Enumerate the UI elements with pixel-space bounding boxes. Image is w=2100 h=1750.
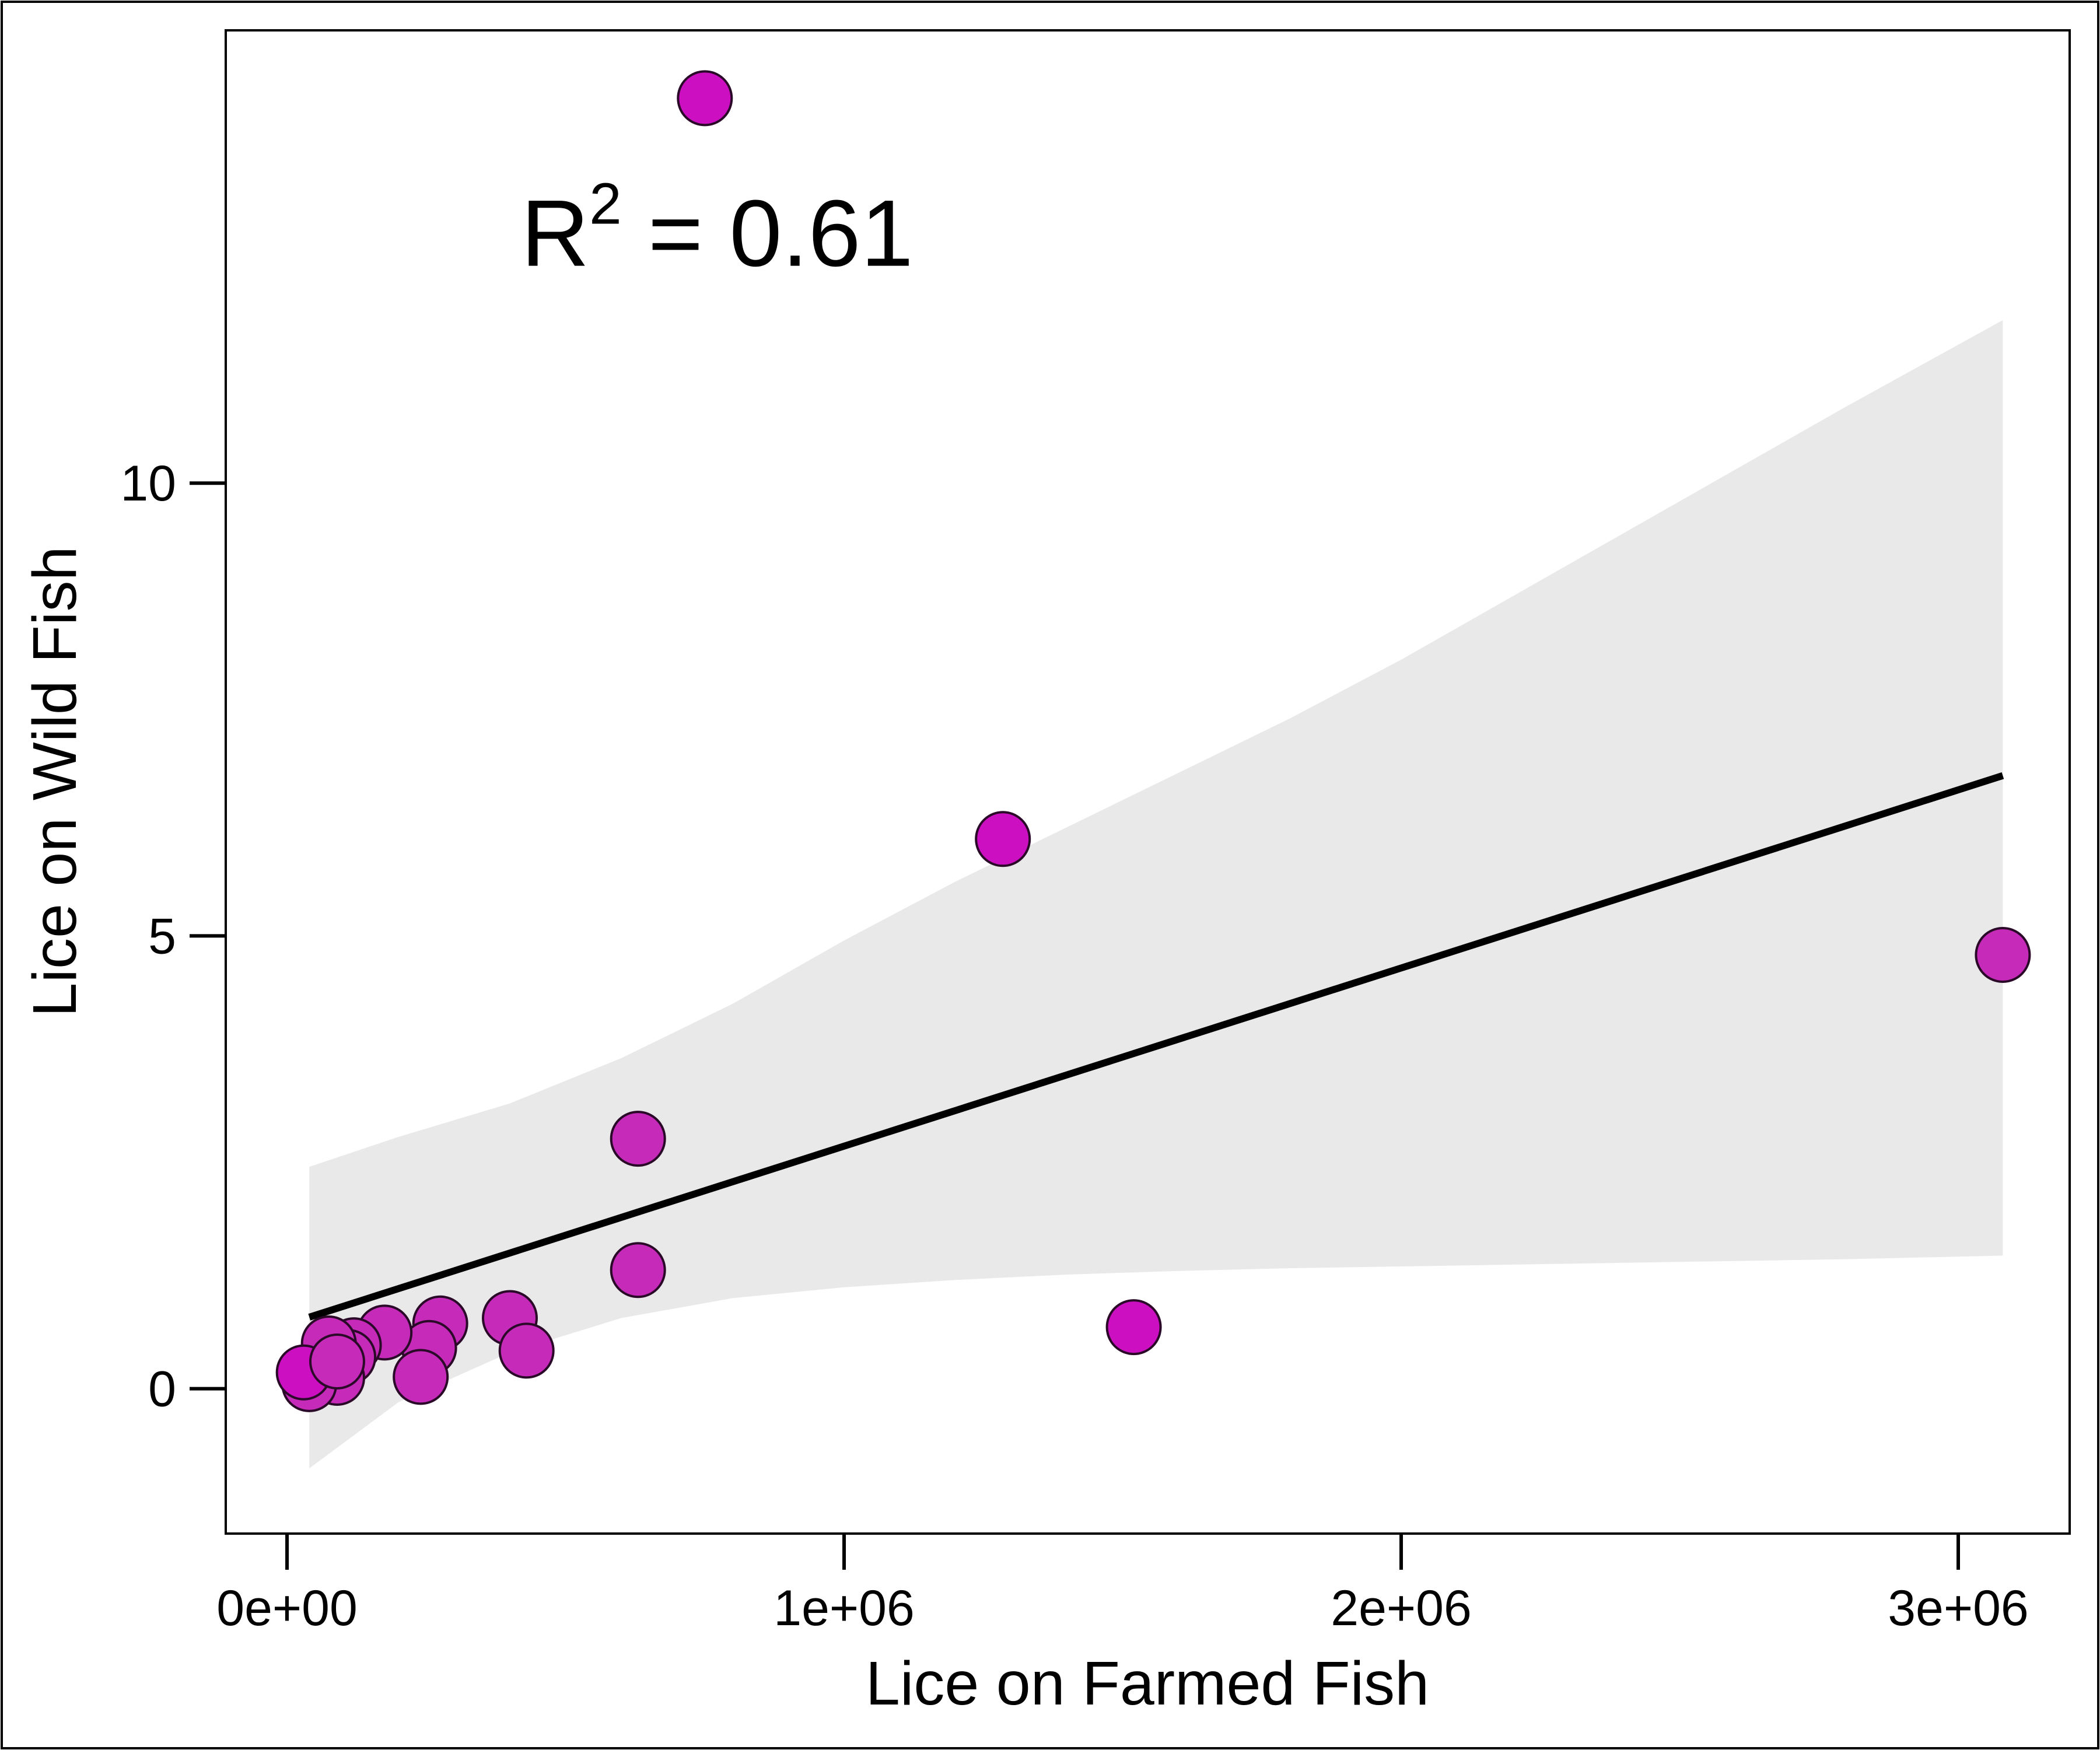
data-point-4 — [610, 1111, 666, 1167]
x-tick-label-1: 0e+00 — [216, 1580, 358, 1636]
y-axis: 0 5 10 — [120, 456, 226, 1418]
annotation-base: R — [521, 181, 589, 286]
x-axis-title: Lice on Farmed Fish — [866, 1649, 1429, 1718]
y-tick-label-3: 10 — [120, 456, 176, 512]
x-axis: 0e+00 1e+06 2e+06 3e+06 — [216, 1534, 2029, 1636]
regression-line — [308, 772, 2004, 1321]
y-tick-label-2: 5 — [148, 908, 176, 964]
annotation-superscript: 2 — [589, 172, 622, 237]
data-point-6 — [1105, 1299, 1162, 1356]
data-point-2 — [975, 811, 1031, 867]
data-point-1 — [677, 70, 733, 127]
plot-area-border — [225, 29, 2071, 1535]
x-tick-label-3: 2e+06 — [1331, 1580, 1472, 1636]
fit-line-layer — [308, 772, 2004, 1321]
data-point-11 — [393, 1349, 449, 1405]
y-tick-label-1: 0 — [148, 1362, 176, 1418]
data-point-5 — [610, 1242, 666, 1298]
r-squared-annotation: R2 = 0.61 — [521, 172, 914, 286]
points-layer — [275, 70, 2031, 1412]
data-point-8 — [498, 1322, 555, 1379]
annotation-value: = 0.61 — [622, 181, 914, 286]
data-point-19 — [309, 1334, 365, 1390]
y-axis-title: Lice on Wild Fish — [20, 546, 89, 1017]
x-tick-label-4: 3e+06 — [1888, 1580, 2029, 1636]
x-tick-label-2: 1e+06 — [774, 1580, 915, 1636]
data-point-3 — [1975, 927, 2031, 983]
